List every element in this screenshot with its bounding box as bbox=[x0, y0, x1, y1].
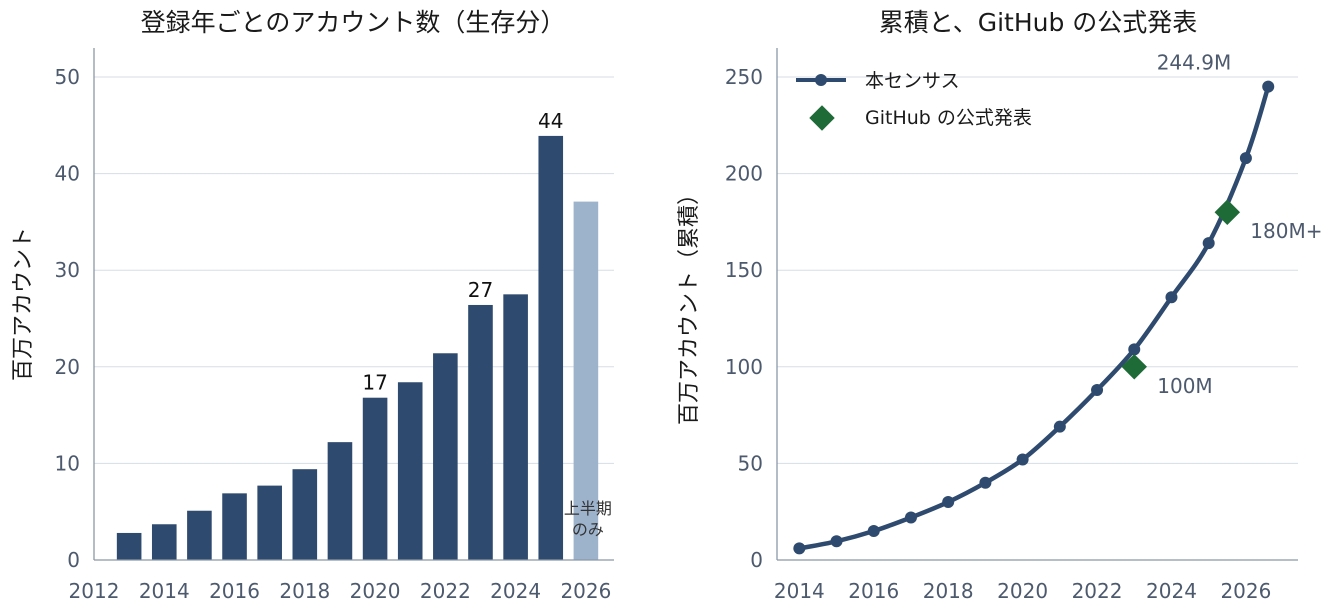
left-x-tick-label: 2020 bbox=[350, 579, 401, 603]
right-y-axis-label: 百万アカウント（累積） bbox=[677, 183, 702, 425]
left-bar bbox=[468, 304, 493, 560]
left-y-axis-label: 百万アカウント bbox=[11, 227, 36, 381]
right-gridlines bbox=[777, 76, 1298, 464]
left-x-tick-label: 2016 bbox=[209, 579, 260, 603]
right-x-tick-label: 2018 bbox=[923, 579, 974, 603]
left-bar bbox=[257, 485, 282, 560]
right-y-tick-label: 100 bbox=[725, 355, 763, 379]
census-point bbox=[1202, 237, 1215, 250]
left-bar bbox=[222, 493, 247, 560]
left-bar bbox=[397, 382, 423, 560]
right-chart: 累積と、GitHub の公式発表 244.9M 100M 180M+ 0 50 100 1… bbox=[677, 8, 1322, 603]
census-point bbox=[867, 525, 880, 538]
left-y-tick-label: 30 bbox=[55, 258, 80, 282]
left-bar bbox=[327, 442, 353, 560]
left-bars bbox=[116, 135, 599, 561]
legend-official-label: GitHub の公式発表 bbox=[865, 107, 1032, 129]
left-bar bbox=[503, 294, 528, 560]
right-x-tick-label: 2014 bbox=[774, 579, 825, 603]
right-annotations: 244.9M 100M 180M+ bbox=[1157, 51, 1323, 398]
left-bar bbox=[538, 135, 564, 561]
right-y-ticks: 0 50 100 150 200 250 bbox=[725, 65, 763, 572]
right-y-tick-label: 150 bbox=[725, 258, 763, 282]
right-legend: 本センサス GitHub の公式発表 bbox=[796, 70, 1032, 131]
left-x-ticks: 2012 2014 2016 2018 2020 2022 2024 2026 bbox=[69, 579, 612, 603]
left-x-tick-label: 2012 bbox=[69, 579, 120, 603]
census-point bbox=[1053, 420, 1066, 433]
legend-official-diamond-swatch bbox=[809, 105, 835, 131]
left-x-tick-label: 2014 bbox=[139, 579, 190, 603]
right-y-tick-label: 50 bbox=[738, 451, 763, 475]
census-point bbox=[1128, 343, 1141, 356]
right-x-tick-label: 2024 bbox=[1146, 579, 1197, 603]
official-callout-label: 100M bbox=[1157, 374, 1212, 398]
official-callout-label: 180M+ bbox=[1250, 219, 1322, 243]
left-bar bbox=[151, 524, 177, 560]
census-line bbox=[798, 85, 1271, 551]
right-x-tick-label: 2026 bbox=[1220, 579, 1271, 603]
census-point bbox=[1262, 80, 1275, 93]
census-point bbox=[979, 476, 992, 489]
left-data-label: 27 bbox=[468, 278, 493, 302]
left-data-label: 44 bbox=[538, 109, 563, 133]
left-y-tick-label: 0 bbox=[67, 548, 80, 572]
left-y-tick-label: 20 bbox=[55, 355, 80, 379]
left-note-label: 上半期 bbox=[564, 499, 612, 518]
right-census-points bbox=[793, 80, 1275, 555]
right-y-tick-label: 0 bbox=[750, 548, 763, 572]
census-point bbox=[1239, 152, 1252, 165]
left-x-tick-label: 2024 bbox=[490, 579, 541, 603]
census-point bbox=[793, 542, 806, 555]
census-point bbox=[830, 535, 843, 548]
left-bar bbox=[362, 397, 388, 560]
left-bar bbox=[573, 201, 599, 560]
left-y-tick-label: 50 bbox=[55, 65, 80, 89]
left-chart-title: 登録年ごとのアカウント数（生存分） bbox=[141, 8, 566, 37]
census-point bbox=[1016, 453, 1029, 466]
left-y-ticks: 0 10 20 30 40 50 bbox=[55, 65, 80, 572]
left-bar bbox=[433, 353, 458, 560]
left-bar bbox=[116, 532, 142, 560]
left-y-tick-label: 10 bbox=[55, 451, 80, 475]
census-point bbox=[1165, 291, 1178, 304]
left-gridlines bbox=[94, 76, 614, 464]
left-bar bbox=[187, 510, 212, 560]
left-data-label: 17 bbox=[362, 371, 387, 395]
left-bar bbox=[292, 469, 318, 560]
right-x-tick-label: 2020 bbox=[997, 579, 1048, 603]
right-x-ticks: 2014 2016 2018 2020 2022 2024 2026 bbox=[774, 579, 1271, 603]
census-point bbox=[942, 496, 955, 509]
legend-census-label: 本センサス bbox=[865, 70, 960, 92]
left-x-tick-label: 2026 bbox=[560, 579, 611, 603]
right-x-tick-label: 2016 bbox=[848, 579, 899, 603]
right-chart-title: 累積と、GitHub の公式発表 bbox=[879, 8, 1198, 37]
right-census-line bbox=[798, 85, 1271, 551]
left-note-label: のみ bbox=[572, 520, 604, 539]
right-x-tick-label: 2022 bbox=[1072, 579, 1123, 603]
census-point bbox=[904, 511, 917, 524]
left-x-tick-label: 2018 bbox=[279, 579, 330, 603]
census-point bbox=[1091, 383, 1104, 396]
left-x-tick-label: 2022 bbox=[420, 579, 471, 603]
legend-census-dot-swatch bbox=[815, 74, 827, 86]
left-y-tick-label: 40 bbox=[55, 162, 80, 186]
total-callout-label: 244.9M bbox=[1157, 51, 1232, 75]
right-y-tick-label: 250 bbox=[725, 65, 763, 89]
right-y-tick-label: 200 bbox=[725, 162, 763, 186]
